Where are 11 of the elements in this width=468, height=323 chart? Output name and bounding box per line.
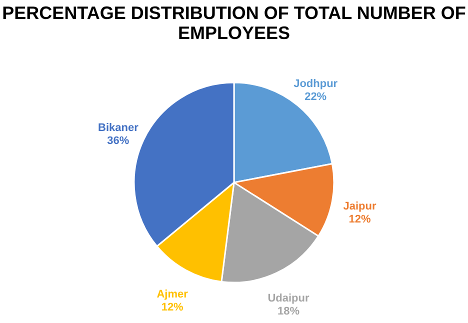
data-label: 18% <box>277 305 300 318</box>
slice-label: Ajmer <box>156 288 189 301</box>
slice-label: Bikaner <box>98 122 140 134</box>
slice-label: Jodhpur <box>294 78 338 90</box>
data-label: 12% <box>161 302 184 314</box>
data-label: 36% <box>107 135 130 147</box>
chart-title: PERCENTAGE DISTRIBUTION OF TOTAL NUMBER OF EMPLOYEES <box>2 3 466 43</box>
slice-label: Udaipur <box>268 292 310 304</box>
data-label: 12% <box>348 213 371 226</box>
data-label: 22% <box>304 90 327 103</box>
slice-label: Jaipur <box>343 200 377 212</box>
